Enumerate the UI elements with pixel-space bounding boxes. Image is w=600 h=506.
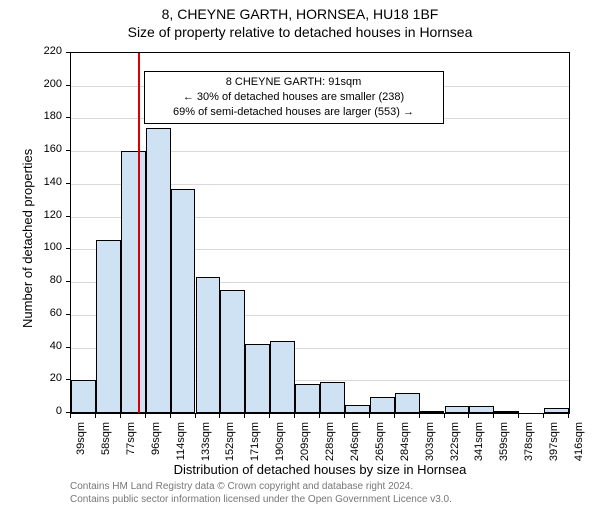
histogram-bar bbox=[245, 344, 270, 413]
y-tick-label: 140 bbox=[34, 176, 62, 188]
y-tick-label: 40 bbox=[34, 340, 62, 352]
y-tick-label: 0 bbox=[34, 405, 62, 417]
x-tick bbox=[269, 414, 270, 418]
histogram-bar bbox=[469, 406, 494, 413]
y-tick-label: 220 bbox=[34, 45, 62, 57]
y-tick bbox=[66, 85, 70, 86]
x-tick bbox=[419, 414, 420, 418]
histogram-bar bbox=[320, 382, 345, 413]
x-tick-label: 284sqm bbox=[399, 422, 411, 462]
x-tick-label: 303sqm bbox=[424, 422, 436, 462]
x-tick bbox=[319, 414, 320, 418]
x-tick-label: 359sqm bbox=[498, 422, 510, 462]
histogram-bar bbox=[146, 128, 171, 413]
y-tick-label: 180 bbox=[34, 110, 62, 122]
y-tick-label: 60 bbox=[34, 307, 62, 319]
y-tick bbox=[66, 216, 70, 217]
x-tick bbox=[195, 414, 196, 418]
y-tick bbox=[66, 52, 70, 53]
histogram-bar bbox=[121, 151, 146, 413]
x-tick-label: 96sqm bbox=[150, 422, 162, 462]
x-tick bbox=[294, 414, 295, 418]
x-tick bbox=[394, 414, 395, 418]
x-tick bbox=[468, 414, 469, 418]
x-tick-label: 152sqm bbox=[224, 422, 236, 462]
y-tick bbox=[66, 150, 70, 151]
histogram-bar bbox=[420, 411, 445, 413]
x-tick-label: 246sqm bbox=[349, 422, 361, 462]
histogram-bar bbox=[445, 406, 470, 413]
reference-line bbox=[138, 53, 140, 413]
annotation-box: 8 CHEYNE GARTH: 91sqm← 30% of detached h… bbox=[144, 71, 444, 124]
histogram-bar bbox=[395, 393, 420, 413]
histogram-bar bbox=[345, 405, 370, 413]
histogram-bar bbox=[544, 408, 569, 413]
histogram-bar bbox=[220, 290, 245, 413]
x-tick bbox=[568, 414, 569, 418]
y-tick bbox=[66, 379, 70, 380]
x-tick-label: 114sqm bbox=[175, 422, 187, 462]
footer-attribution: Contains HM Land Registry data © Crown c… bbox=[70, 480, 570, 506]
annotation-line1: 8 CHEYNE GARTH: 91sqm bbox=[151, 75, 437, 90]
x-tick-label: 190sqm bbox=[274, 422, 286, 462]
x-tick-label: 265sqm bbox=[374, 422, 386, 462]
y-tick bbox=[66, 248, 70, 249]
x-tick-label: 209sqm bbox=[299, 422, 311, 462]
histogram-bar bbox=[96, 240, 121, 413]
y-tick-label: 200 bbox=[34, 78, 62, 90]
histogram-chart: 8 CHEYNE GARTH: 91sqm← 30% of detached h… bbox=[70, 52, 570, 414]
x-tick bbox=[344, 414, 345, 418]
histogram-bar bbox=[71, 380, 96, 413]
x-tick-label: 77sqm bbox=[125, 422, 137, 462]
y-tick-label: 100 bbox=[34, 241, 62, 253]
x-tick-label: 416sqm bbox=[573, 422, 585, 462]
y-axis-title: Number of detached properties bbox=[20, 149, 35, 328]
histogram-bar bbox=[270, 341, 295, 413]
y-tick bbox=[66, 347, 70, 348]
histogram-bar bbox=[295, 384, 320, 413]
x-tick bbox=[518, 414, 519, 418]
x-tick bbox=[444, 414, 445, 418]
x-tick-label: 341sqm bbox=[473, 422, 485, 462]
x-tick bbox=[145, 414, 146, 418]
y-tick bbox=[66, 281, 70, 282]
y-tick-label: 120 bbox=[34, 209, 62, 221]
x-tick bbox=[95, 414, 96, 418]
x-tick bbox=[219, 414, 220, 418]
y-tick bbox=[66, 117, 70, 118]
x-tick-label: 133sqm bbox=[200, 422, 212, 462]
y-tick-label: 20 bbox=[34, 372, 62, 384]
x-tick bbox=[543, 414, 544, 418]
histogram-bar bbox=[196, 277, 221, 413]
histogram-bar bbox=[370, 397, 395, 413]
histogram-bar bbox=[494, 411, 519, 413]
y-tick-label: 80 bbox=[34, 274, 62, 286]
x-tick bbox=[493, 414, 494, 418]
x-tick bbox=[244, 414, 245, 418]
annotation-line2: ← 30% of detached houses are smaller (23… bbox=[151, 90, 437, 105]
x-axis-title: Distribution of detached houses by size … bbox=[70, 462, 570, 477]
x-tick bbox=[70, 414, 71, 418]
y-tick bbox=[66, 183, 70, 184]
x-tick-label: 322sqm bbox=[449, 422, 461, 462]
x-tick-label: 39sqm bbox=[75, 422, 87, 462]
y-tick bbox=[66, 412, 70, 413]
y-tick-label: 160 bbox=[34, 143, 62, 155]
x-tick-label: 378sqm bbox=[523, 422, 535, 462]
x-tick-label: 228sqm bbox=[324, 422, 336, 462]
address-title: 8, CHEYNE GARTH, HORNSEA, HU18 1BF bbox=[0, 0, 600, 22]
subtitle: Size of property relative to detached ho… bbox=[0, 22, 600, 40]
x-tick-label: 397sqm bbox=[548, 422, 560, 462]
container: 8, CHEYNE GARTH, HORNSEA, HU18 1BF Size … bbox=[0, 0, 600, 500]
x-tick bbox=[120, 414, 121, 418]
histogram-bar bbox=[171, 189, 196, 413]
x-tick-label: 58sqm bbox=[100, 422, 112, 462]
y-tick bbox=[66, 314, 70, 315]
x-tick bbox=[369, 414, 370, 418]
x-tick bbox=[170, 414, 171, 418]
x-tick-label: 171sqm bbox=[249, 422, 261, 462]
footer-line1: Contains HM Land Registry data © Crown c… bbox=[70, 480, 570, 493]
annotation-line3: 69% of semi-detached houses are larger (… bbox=[151, 105, 437, 120]
